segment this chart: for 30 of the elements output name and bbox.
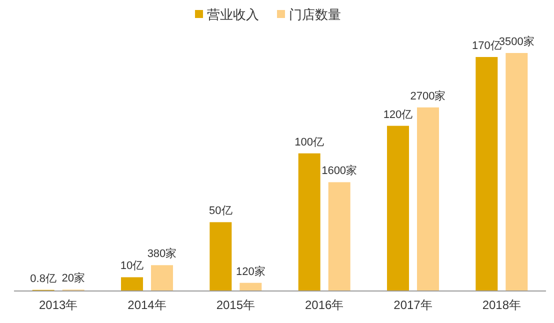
data-label: 170亿 xyxy=(472,40,502,52)
bar xyxy=(240,282,262,291)
bar xyxy=(210,222,232,291)
bar xyxy=(121,277,143,291)
data-label: 100亿 xyxy=(294,136,324,148)
x-tick-label: 2016年 xyxy=(304,298,344,312)
bar xyxy=(506,53,528,291)
data-label: 2700家 xyxy=(410,89,446,102)
x-tick-label: 2013年 xyxy=(38,298,78,312)
data-label: 1600家 xyxy=(322,164,358,178)
bar xyxy=(387,126,409,291)
bar xyxy=(298,153,320,291)
x-tick-label: 2015年 xyxy=(216,298,256,312)
data-label: 120家 xyxy=(236,264,266,278)
bar xyxy=(476,57,498,291)
x-tick-label: 2017年 xyxy=(394,298,432,312)
legend-label: 门店数量 xyxy=(289,7,341,22)
data-label: 20家 xyxy=(62,272,85,285)
data-label: 0.8亿 xyxy=(30,272,56,285)
bar xyxy=(151,265,173,291)
bar xyxy=(328,182,350,291)
data-label: 380家 xyxy=(147,247,177,260)
data-label: 3500家 xyxy=(498,35,534,48)
x-tick-label: 2018年 xyxy=(482,298,522,312)
bar xyxy=(417,107,439,291)
data-label: 120亿 xyxy=(383,108,413,121)
data-label: 50亿 xyxy=(209,205,232,218)
x-tick-label: 2014年 xyxy=(128,298,166,312)
legend-label: 营业收入 xyxy=(207,7,259,22)
data-label: 10亿 xyxy=(120,260,144,272)
